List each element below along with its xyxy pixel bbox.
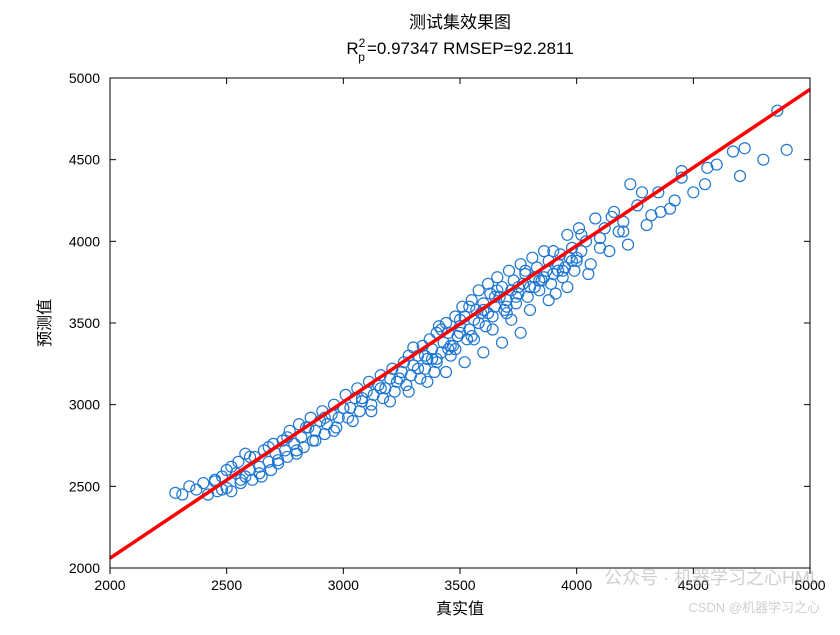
svg-text:3000: 3000 [328,577,359,593]
svg-text:4500: 4500 [69,152,100,168]
svg-text:3500: 3500 [69,315,100,331]
svg-text:R2p=0.97347 RMSEP=92.2811: R2p=0.97347 RMSEP=92.2811 [346,36,573,64]
scatter-chart: 2000 2500 3000 3500 4000 4500 5000 2000 2500 3000… [0,0,840,630]
svg-text:5000: 5000 [794,577,825,593]
svg-text:3500: 3500 [444,577,475,593]
svg-text:4000: 4000 [69,233,100,249]
svg-text:真实值: 真实值 [436,600,484,618]
svg-text:2500: 2500 [69,478,100,494]
svg-text:测试集效果图: 测试集效果图 [409,13,511,32]
svg-text:5000: 5000 [69,70,100,86]
svg-text:2000: 2000 [94,577,125,593]
chart-svg: 2000 2500 3000 3500 4000 4500 5000 2000 2500 3000… [0,0,840,630]
svg-text:2000: 2000 [69,560,100,576]
svg-text:3000: 3000 [69,397,100,413]
svg-text:4500: 4500 [678,577,709,593]
svg-text:2500: 2500 [211,577,242,593]
svg-text:4000: 4000 [561,577,592,593]
svg-text:预测值: 预测值 [36,299,54,347]
